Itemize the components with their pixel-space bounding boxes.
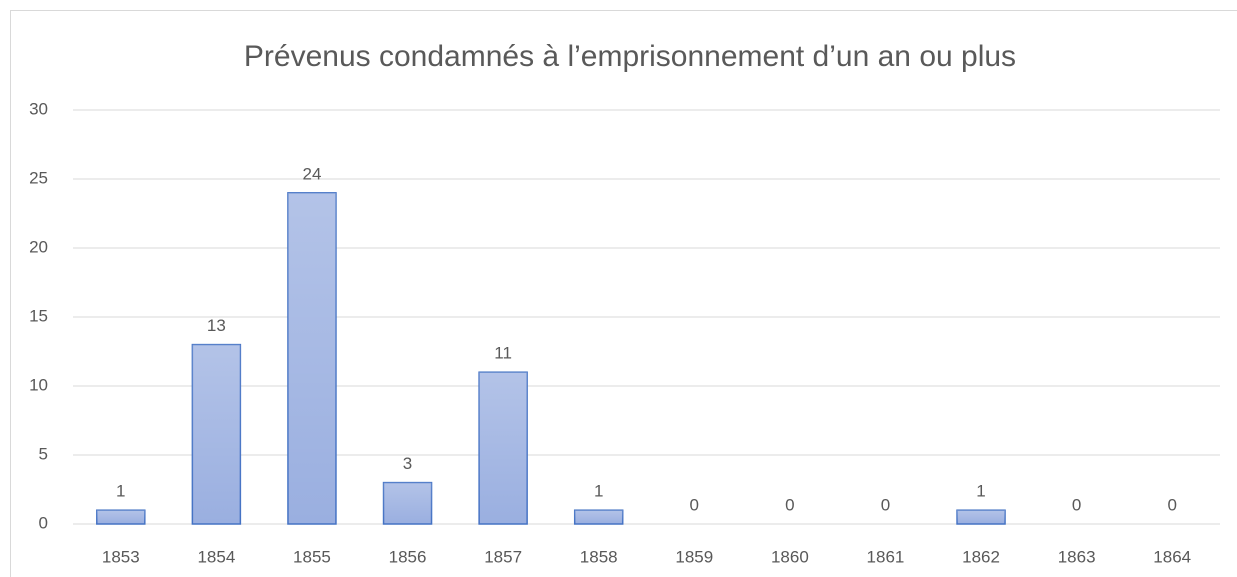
x-tick-label: 1858 <box>580 547 618 566</box>
x-tick-label: 1859 <box>675 547 713 566</box>
x-tick-label: 1855 <box>293 547 331 566</box>
y-tick-label: 25 <box>29 168 48 187</box>
y-tick-label: 5 <box>39 444 48 463</box>
data-label: 1 <box>594 482 603 501</box>
data-label: 1 <box>116 482 125 501</box>
x-tick-label: 1856 <box>389 547 427 566</box>
bar <box>382 481 433 525</box>
data-label: 0 <box>690 495 699 514</box>
data-label: 24 <box>302 164 321 183</box>
x-tick-label: 1862 <box>962 547 1000 566</box>
data-label: 1 <box>976 482 985 501</box>
y-tick-label: 30 <box>29 99 48 118</box>
x-tick-label: 1853 <box>102 547 140 566</box>
y-tick-label: 15 <box>29 306 48 325</box>
data-label: 13 <box>207 316 226 335</box>
chart-border <box>10 10 1237 577</box>
x-tick-label: 1857 <box>484 547 522 566</box>
bar <box>956 509 1006 525</box>
bar <box>573 509 624 525</box>
bar <box>287 192 337 525</box>
x-tick-label: 1863 <box>1058 547 1096 566</box>
y-tick-label: 0 <box>39 513 48 532</box>
chart-title: Prévenus condamnés à l’emprisonnement d’… <box>244 40 1016 73</box>
x-tick-label: 1861 <box>867 547 905 566</box>
y-tick-label: 20 <box>29 237 48 256</box>
x-tick-label: 1854 <box>197 547 235 566</box>
bar <box>96 509 146 525</box>
x-tick-label: 1860 <box>771 547 809 566</box>
data-label: 0 <box>1167 495 1176 514</box>
y-tick-label: 10 <box>29 375 48 394</box>
data-label: 0 <box>1072 495 1081 514</box>
bar <box>191 343 242 525</box>
data-label: 0 <box>785 495 794 514</box>
bar <box>478 371 528 525</box>
data-label: 11 <box>494 344 512 363</box>
data-label: 3 <box>403 454 412 473</box>
x-tick-label: 1864 <box>1153 547 1191 566</box>
data-label: 0 <box>881 495 890 514</box>
